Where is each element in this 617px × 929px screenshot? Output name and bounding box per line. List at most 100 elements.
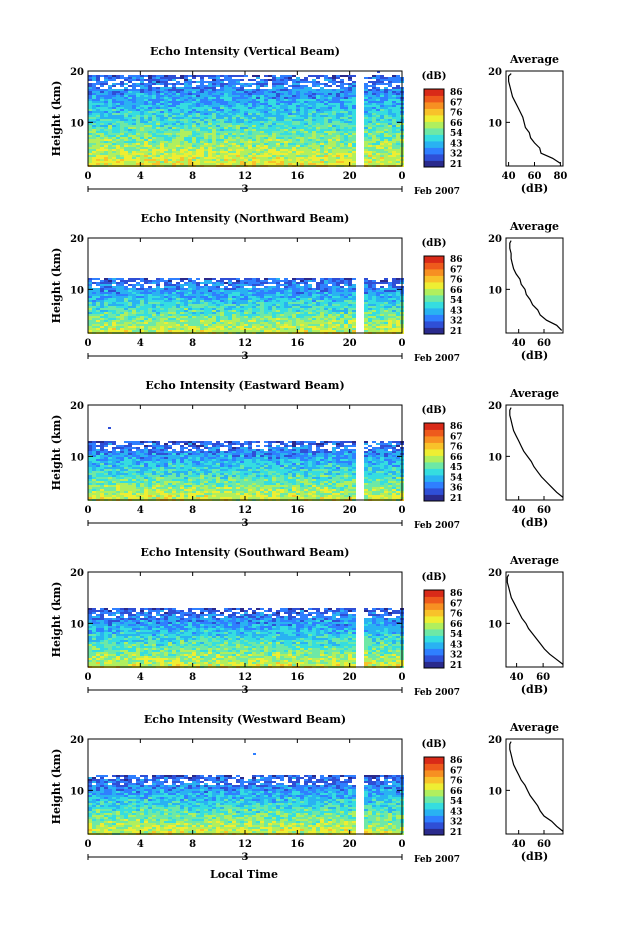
heatmap-cell [392,103,396,105]
heatmap-cell [320,75,324,77]
heatmap-cell [192,93,196,95]
heatmap-cell [308,163,312,165]
heatmap-cell [364,115,368,117]
heatmap-cell [292,284,296,286]
heatmap-cell [228,163,232,165]
heatmap-cell [284,304,288,306]
heatmap-cell [324,149,328,151]
heatmap-cell [312,143,316,145]
heatmap-cell [292,97,296,99]
heatmap-cell [272,288,276,290]
heatmap-cell [364,292,368,294]
heatmap-cell [272,155,276,157]
heatmap-cell [256,312,260,314]
heatmap-cell [292,109,296,111]
heatmap-cell [232,103,236,105]
heatmap-cell [264,316,268,318]
heatmap-cell [196,93,200,95]
heatmap-cell [376,282,380,284]
heatmap-cell [156,282,160,284]
heatmap-cell [108,143,112,145]
heatmap-cell [172,103,176,105]
heatmap-cell [388,105,392,107]
heatmap-cell [300,141,304,143]
heatmap-cell [272,282,276,284]
heatmap-cell [340,308,344,310]
heatmap-cell [92,119,96,121]
heatmap-cell [268,89,272,91]
heatmap-cell [120,81,124,83]
heatmap-cell [336,308,340,310]
heatmap-cell [296,149,300,151]
heatmap-cell [200,113,204,115]
heatmap-cell [316,103,320,105]
heatmap-cell [132,316,136,318]
heatmap-cell [156,87,160,89]
heatmap-cell [104,282,108,284]
heatmap-cell [120,298,124,300]
heatmap-cell [128,89,132,91]
heatmap-cell [196,103,200,105]
heatmap-cell [280,105,284,107]
heatmap-cell [136,306,140,308]
heatmap-cell [364,103,368,105]
heatmap-cell [124,103,128,105]
heatmap-cell [300,294,304,296]
heatmap-cell [300,157,304,159]
heatmap-cell [220,278,224,280]
heatmap-cell [240,147,244,149]
heatmap-cell [364,123,368,125]
heatmap-cell [276,278,280,280]
heatmap-cell [188,105,192,107]
heatmap-cell [316,157,320,159]
heatmap-cell [396,91,400,93]
heatmap-cell [260,127,264,129]
heatmap-cell [380,145,384,147]
heatmap-cell [320,286,324,288]
heatmap-cell [248,290,252,292]
colorbar-tick-label: 86 [450,88,463,98]
heatmap-cell [140,318,144,320]
heatmap-cell [260,137,264,139]
heatmap-cell [332,99,336,101]
heatmap-cell [332,121,336,123]
heatmap-cell [96,135,100,137]
heatmap-cell [280,157,284,159]
heatmap-cell [368,296,372,298]
heatmap-cell [156,105,160,107]
heatmap-cell [168,75,172,77]
heatmap-cell [216,145,220,147]
heatmap-cell [240,113,244,115]
heatmap-cell [328,91,332,93]
heatmap-cell [328,117,332,119]
heatmap-cell [188,159,192,161]
heatmap-cell [280,107,284,109]
heatmap-cell [248,129,252,131]
heatmap-cell [232,314,236,316]
heatmap-cell [240,284,244,286]
heatmap-cell [296,129,300,131]
heatmap-cell [348,97,352,99]
heatmap-cell [308,87,312,89]
heatmap-cell [148,107,152,109]
heatmap-cell [316,159,320,161]
heatmap-cell [324,137,328,139]
heatmap-cell [128,113,132,115]
heatmap-cell [364,141,368,143]
heatmap-cell [396,163,400,165]
heatmap-cell [216,306,220,308]
heatmap-cell [336,292,340,294]
heatmap-cell [344,123,348,125]
heatmap-cell [176,133,180,135]
heatmap-cell [336,85,340,87]
heatmap-cell [392,145,396,147]
heatmap-cell [336,105,340,107]
heatmap-cell [164,147,168,149]
heatmap-cell [164,89,168,91]
heatmap-cell [300,143,304,145]
heatmap-cell [88,125,92,127]
heatmap-cell [88,93,92,95]
heatmap-cell [244,97,248,99]
heatmap-cell [296,93,300,95]
heatmap-cell [88,316,92,318]
